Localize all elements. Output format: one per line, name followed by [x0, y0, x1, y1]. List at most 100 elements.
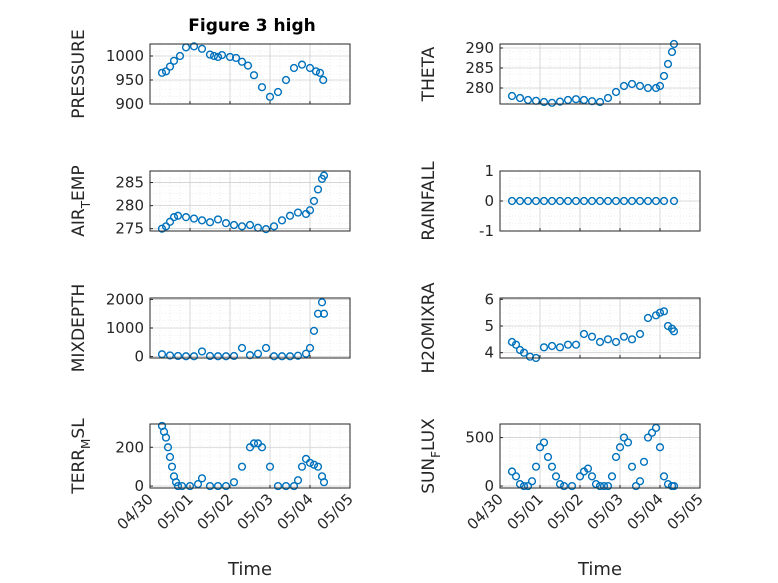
y-tick-label: 6: [484, 290, 494, 308]
data-point: [309, 196, 319, 206]
data-point: [651, 83, 661, 93]
data-point: [563, 95, 573, 105]
data-point: [163, 443, 173, 452]
axes-box: [499, 297, 701, 359]
data-point: [535, 443, 545, 452]
data-point: [547, 196, 557, 206]
data-point: [277, 352, 287, 361]
data-point: [237, 462, 247, 471]
data-point: [627, 196, 637, 206]
data-point: [607, 472, 617, 481]
data-point: [165, 217, 175, 226]
subplot-3: 275 280 285 AIRTEMP: [69, 165, 351, 238]
axes-box: [499, 43, 701, 105]
data-point: [511, 472, 521, 481]
data-point: [579, 95, 589, 105]
subplot-4: -1 0 1 RAINFALL: [419, 161, 701, 241]
data-point: [181, 352, 191, 361]
data-point: [197, 44, 207, 53]
x-tick-label: 04/30: [464, 490, 507, 533]
data-point: [547, 98, 557, 107]
data-point: [319, 309, 329, 318]
data-point: [269, 222, 279, 231]
data-point: [289, 63, 299, 73]
data-point: [669, 196, 679, 206]
x-tick-label: 05/05: [664, 490, 707, 533]
data-point: [635, 477, 645, 486]
data-point: [317, 298, 327, 307]
data-point: [157, 68, 167, 77]
y-tick-label: 1: [484, 162, 494, 180]
data-point: [253, 349, 263, 358]
data-point: [611, 196, 621, 206]
data-point: [213, 215, 223, 224]
data-point: [257, 443, 267, 452]
x-tick-label: 05/05: [314, 490, 357, 533]
data-point: [313, 309, 323, 318]
x-tick-label: 05/03: [234, 490, 277, 533]
data-point: [177, 481, 187, 491]
data-point: [571, 95, 581, 104]
data-point: [603, 335, 613, 344]
data-point: [603, 481, 613, 491]
data-point: [209, 51, 219, 61]
data-point: [319, 75, 328, 85]
data-point: [603, 196, 613, 206]
data-point: [221, 481, 231, 491]
data-point: [663, 59, 673, 69]
data-point: [313, 462, 323, 471]
data-point: [515, 196, 525, 206]
data-point: [547, 341, 557, 351]
y-tick-label: 1000: [106, 47, 144, 65]
data-point: [205, 218, 215, 227]
data-point: [619, 81, 629, 91]
axes-box: [149, 170, 351, 232]
y-tick-label: 275: [115, 220, 144, 238]
data-point: [305, 343, 315, 353]
data-point: [655, 81, 665, 91]
data-point: [181, 213, 191, 222]
data-point: [507, 196, 517, 206]
subplot-6: 4 5 6 H2OMIXRA: [419, 282, 701, 374]
data-point: [519, 481, 529, 491]
data-point: [221, 352, 231, 361]
data-point: [293, 476, 303, 485]
data-point: [157, 224, 167, 233]
data-point: [319, 171, 329, 180]
data-point: [289, 481, 299, 491]
y-tick-label: 285: [465, 59, 494, 77]
x-tick-label: 05/01: [154, 490, 197, 533]
x-tick-label: 05/02: [544, 490, 587, 533]
data-point: [221, 219, 231, 228]
data-point: [217, 50, 227, 60]
data-point: [309, 326, 319, 335]
data-point: [523, 196, 533, 206]
x-tick-label: 05/04: [274, 490, 317, 533]
data-point: [305, 458, 315, 467]
data-point: [511, 340, 521, 349]
data-point: [627, 335, 637, 344]
data-point: [639, 457, 649, 466]
data-point: [173, 211, 183, 220]
data-point: [543, 452, 553, 462]
data-point: [229, 351, 239, 361]
data-point: [229, 478, 239, 487]
data-point: [261, 343, 271, 353]
y-axis-label: PRESSURE: [69, 29, 89, 118]
data-point: [571, 340, 581, 349]
data-point: [285, 352, 295, 361]
data-point: [161, 433, 171, 442]
data-point: [627, 462, 637, 471]
data-point: [531, 462, 541, 471]
data-point: [523, 95, 533, 105]
data-point: [551, 472, 561, 481]
data-point: [595, 481, 605, 491]
subplot-1: 900 950 1000 PRESSURE: [69, 29, 351, 119]
data-point: [635, 329, 645, 339]
data-point: [165, 452, 175, 462]
data-point: [611, 87, 621, 97]
data-point: [635, 81, 645, 91]
data-point: [669, 481, 679, 491]
